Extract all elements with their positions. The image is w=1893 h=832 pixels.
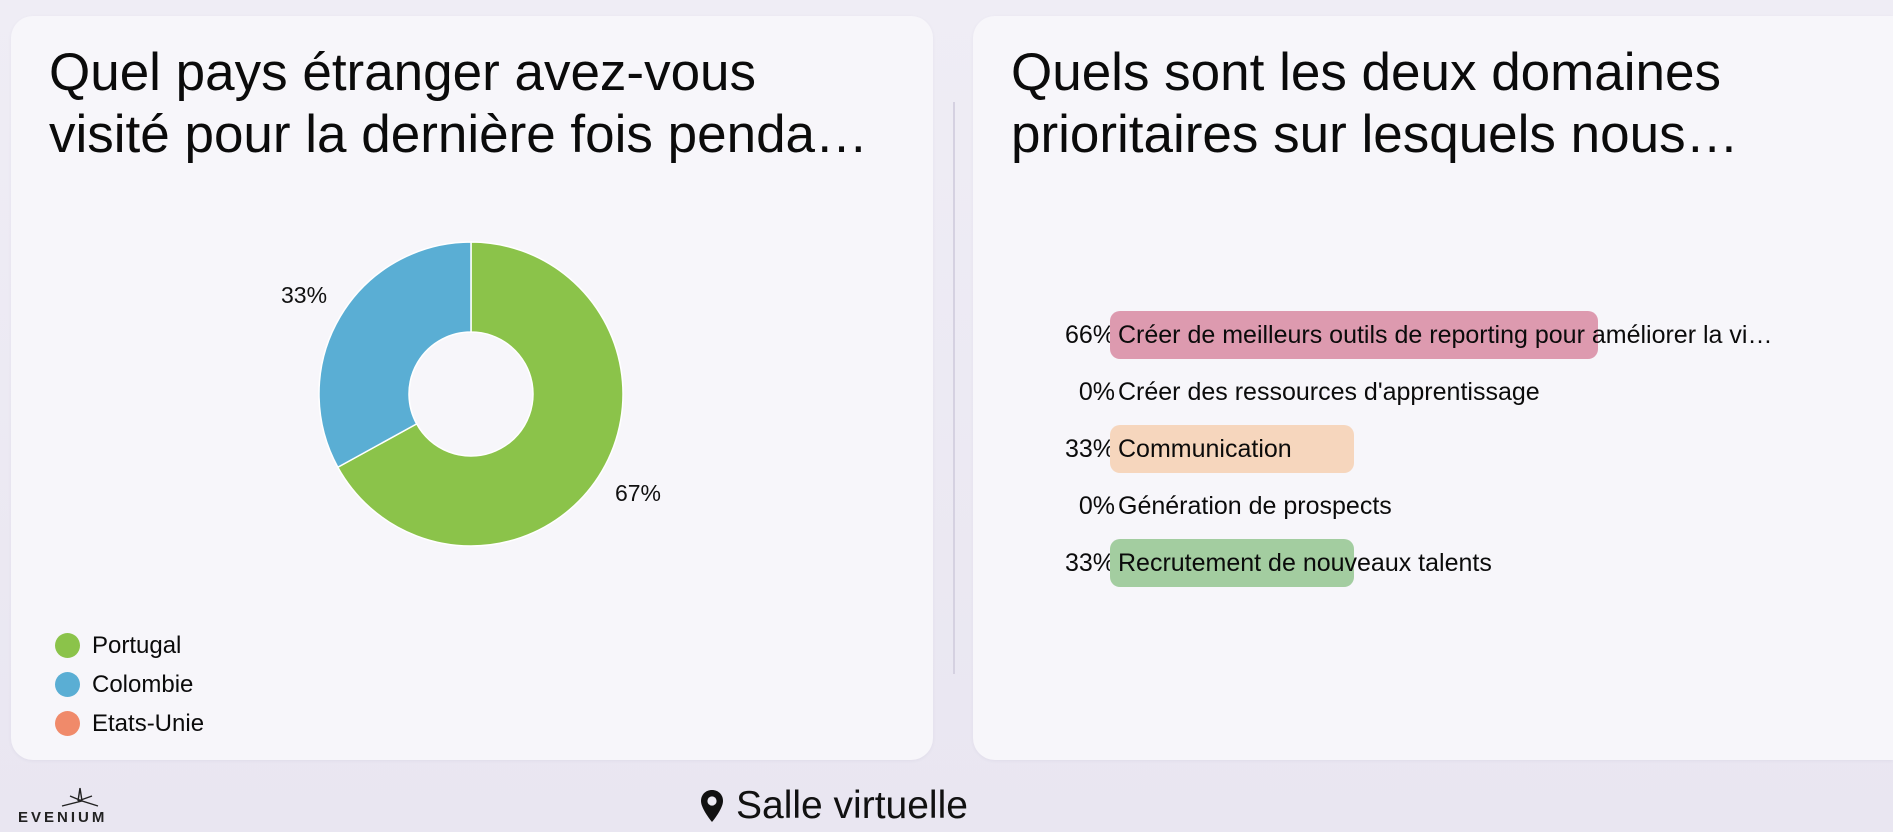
bar-category-label: Génération de prospects (1118, 492, 1392, 520)
legend-item: Colombie (55, 665, 204, 704)
legend-swatch (55, 633, 80, 658)
legend-swatch (55, 711, 80, 736)
bar-row: 33% Communication (973, 425, 1893, 473)
evenium-star-icon (61, 787, 99, 807)
chart-legend: Portugal Colombie Etats-Unie (55, 626, 204, 743)
bar-value-label: 0% (1078, 378, 1115, 406)
bar-fill (1110, 539, 1355, 587)
donut-slice-colombie (318, 241, 472, 469)
bar-row: 66% Créer de meilleurs outils de reportin… (973, 311, 1893, 359)
bar-fill (1110, 425, 1355, 473)
bar-value-label: 33% (1064, 549, 1115, 577)
map-pin-icon (701, 790, 723, 822)
legend-label: Etats-Unie (92, 709, 205, 737)
question-card-countries: Quel pays étranger avez-vous visité pour… (11, 16, 933, 760)
bar-fill (1110, 311, 1599, 359)
bar-row: 33% Recrutement de nouveaux talents (973, 539, 1893, 587)
bar-category-label: Recrutement de nouveaux talents (1118, 549, 1492, 577)
slice-value-label: 33% (281, 282, 327, 308)
donut-slice-portugal (336, 241, 624, 547)
bar-category-label: Créer de meilleurs outils de reporting p… (1118, 321, 1773, 349)
donut-chart: 67% 33% (281, 241, 661, 547)
question-card-priorities: Quels sont les deux domaines prioritaire… (973, 16, 1893, 760)
legend-item: Etats-Unie (55, 704, 204, 743)
bar-row: 0% Génération de prospects (973, 482, 1893, 530)
room-label: Salle virtuelle (736, 784, 968, 827)
bar-value-label: 66% (1064, 321, 1115, 349)
question-title: Quels sont les deux domaines prioritaire… (1011, 43, 1739, 164)
bar-row: 0% Créer des ressources d'apprentissage (973, 368, 1893, 416)
bar-category-label: Créer des ressources d'apprentissage (1118, 378, 1540, 406)
slice-value-label: 67% (615, 480, 661, 506)
legend-label: Colombie (92, 670, 194, 698)
evenium-logo: EVENIUM (18, 786, 118, 826)
bar-value-label: 33% (1064, 435, 1115, 463)
logo-text: EVENIUM (18, 809, 108, 826)
legend-swatch (55, 672, 80, 697)
legend-item: Portugal (55, 626, 204, 665)
bar-chart: 66% Créer de meilleurs outils de reportin… (973, 16, 1893, 760)
legend-label: Portugal (92, 631, 182, 659)
bar-value-label: 0% (1078, 492, 1115, 520)
question-title: Quel pays étranger avez-vous visité pour… (49, 43, 869, 164)
room-indicator: Salle virtuelle (700, 782, 968, 830)
bar-category-label: Communication (1118, 435, 1292, 463)
panel-divider (953, 102, 955, 674)
